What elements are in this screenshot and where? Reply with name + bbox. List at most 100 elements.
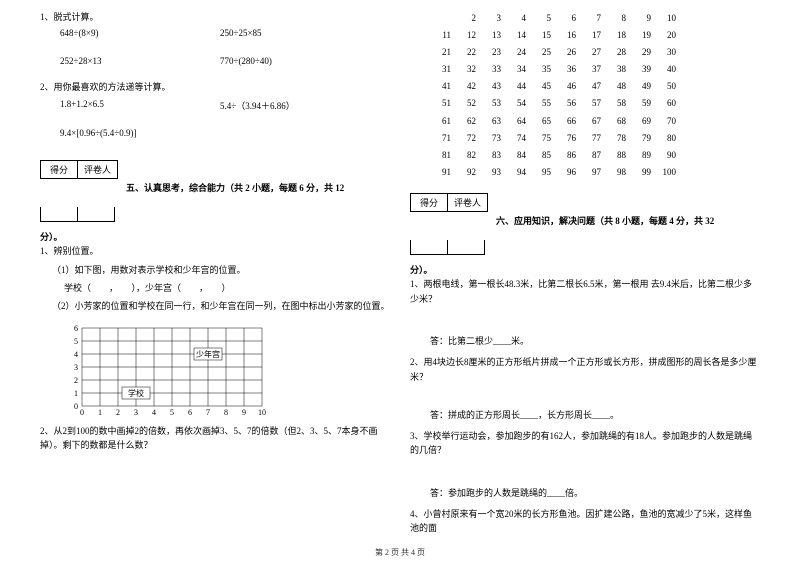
num-cell: 92: [455, 164, 480, 181]
number-grid: 2345678910111213141516171819202122232425…: [410, 10, 760, 181]
s5-q1-1b: 学校（ ， ），少年宫（ ， ）: [40, 281, 390, 295]
svg-text:3: 3: [74, 363, 78, 372]
num-cell: 57: [580, 95, 605, 112]
score-label-a: 得分: [41, 161, 78, 178]
svg-text:2: 2: [74, 376, 78, 385]
num-cell: 46: [555, 78, 580, 95]
num-cell: 10: [655, 10, 680, 27]
num-cell: 71: [430, 130, 455, 147]
num-cell: 26: [555, 44, 580, 61]
score-box-5b: [40, 207, 115, 222]
page-footer: 第 2 页 共 4 页: [0, 547, 800, 558]
q1-r0-c1: 250÷25×85: [220, 28, 262, 38]
num-cell: 89: [630, 147, 655, 164]
num-cell: 19: [630, 27, 655, 44]
num-cell: 32: [455, 61, 480, 78]
num-cell: 33: [480, 61, 505, 78]
num-cell: 64: [505, 113, 530, 130]
r-q1: 1、两根电线，第一根长48.3米，比第二根长6.5米，第一根用 去9.4米后，比…: [410, 277, 760, 306]
num-cell: 38: [605, 61, 630, 78]
num-cell: 13: [480, 27, 505, 44]
num-cell: 98: [605, 164, 630, 181]
q1-row-0: 648÷(8×9)250÷25×85: [40, 28, 390, 38]
num-cell: 77: [580, 130, 605, 147]
num-cell: 50: [655, 78, 680, 95]
num-cell: 53: [480, 95, 505, 112]
num-cell: 56: [555, 95, 580, 112]
num-cell: 82: [455, 147, 480, 164]
q1-row-1: 252÷28×13770÷(280÷40): [40, 56, 390, 66]
num-cell: 91: [430, 164, 455, 181]
svg-text:0: 0: [74, 402, 78, 411]
svg-text:8: 8: [224, 408, 228, 417]
num-cell: 47: [580, 78, 605, 95]
num-cell: 97: [580, 164, 605, 181]
svg-text:4: 4: [152, 408, 156, 417]
num-cell: 49: [630, 78, 655, 95]
num-cell: 85: [530, 147, 555, 164]
svg-text:10: 10: [258, 408, 266, 417]
num-cell: 9: [630, 10, 655, 27]
num-cell: 41: [430, 78, 455, 95]
num-cell: 83: [480, 147, 505, 164]
q1-r1-c0: 252÷28×13: [40, 56, 220, 66]
num-cell: 51: [430, 95, 455, 112]
num-cell: 28: [605, 44, 630, 61]
num-cell: 100: [655, 164, 680, 181]
num-cell: 67: [580, 113, 605, 130]
svg-text:少年宫: 少年宫: [196, 349, 220, 359]
num-cell: 94: [505, 164, 530, 181]
num-cell: 81: [430, 147, 455, 164]
num-cell: 72: [455, 130, 480, 147]
num-cell: 75: [530, 130, 555, 147]
q1-r1-c1: 770÷(280÷40): [220, 56, 272, 66]
num-cell: 48: [605, 78, 630, 95]
svg-text:7: 7: [206, 408, 210, 417]
num-cell: 60: [655, 95, 680, 112]
num-cell: 61: [430, 113, 455, 130]
num-cell: 18: [605, 27, 630, 44]
num-cell: 27: [580, 44, 605, 61]
q2-r0-c0: 1.8+1.2×6.5: [40, 99, 220, 112]
num-cell: 5: [530, 10, 555, 27]
num-cell: 76: [555, 130, 580, 147]
num-cell: 42: [455, 78, 480, 95]
num-cell: 68: [605, 113, 630, 130]
num-cell: 17: [580, 27, 605, 44]
num-cell: 52: [455, 95, 480, 112]
score-cell-b: [78, 207, 114, 221]
num-cell: 3: [480, 10, 505, 27]
section-5-title: 五、认真思考，综合能力（共 2 小题，每题 6 分，共 12: [118, 181, 344, 194]
num-cell: 36: [555, 61, 580, 78]
num-cell: 37: [580, 61, 605, 78]
num-cell: 44: [505, 78, 530, 95]
num-cell: 22: [455, 44, 480, 61]
r-q4: 4、小曾村原来有一个宽20米的长方形鱼池。因扩建公路，鱼池的宽减少了5米，这样鱼…: [410, 507, 760, 536]
score-label-6b: 评卷人: [448, 194, 487, 211]
num-cell: 63: [480, 113, 505, 130]
svg-text:学校: 学校: [128, 388, 144, 398]
svg-text:5: 5: [74, 337, 78, 346]
q2-title: 2、用你最喜欢的方法递等计算。: [40, 80, 390, 94]
num-cell: 35: [530, 61, 555, 78]
num-cell: 4: [505, 10, 530, 27]
num-cell: 21: [430, 44, 455, 61]
svg-text:9: 9: [242, 408, 246, 417]
svg-text:2: 2: [116, 408, 120, 417]
num-cell: 2: [455, 10, 480, 27]
svg-text:3: 3: [134, 408, 138, 417]
s5-q2: 2、从2到100的数中画掉2的倍数，再依次画掉3、5、7的倍数（但2、3、5、7…: [40, 424, 390, 453]
num-cell: 96: [555, 164, 580, 181]
num-cell: 66: [555, 113, 580, 130]
q1-title: 1、脱式计算。: [40, 10, 390, 24]
r-q3: 3、学校举行运动会，参加跑步的有162人，参加跳绳的有18人。参加跑步的人数是跳…: [410, 429, 760, 458]
num-cell: 29: [630, 44, 655, 61]
grid-chart: 0123456012345678910少年宫学校: [70, 318, 390, 418]
q2-r1-c0: 9.4×[0.96÷(5.4÷0.9)]: [40, 128, 220, 138]
num-cell: 30: [655, 44, 680, 61]
num-cell: 70: [655, 113, 680, 130]
score-cell-a: [41, 207, 78, 221]
num-cell: 65: [530, 113, 555, 130]
num-cell: 88: [605, 147, 630, 164]
num-cell: 14: [505, 27, 530, 44]
